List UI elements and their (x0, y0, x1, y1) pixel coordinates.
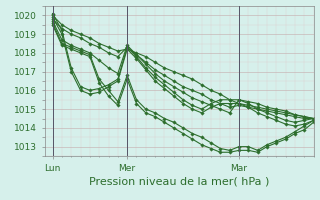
X-axis label: Pression niveau de la mer( hPa ): Pression niveau de la mer( hPa ) (89, 177, 269, 187)
